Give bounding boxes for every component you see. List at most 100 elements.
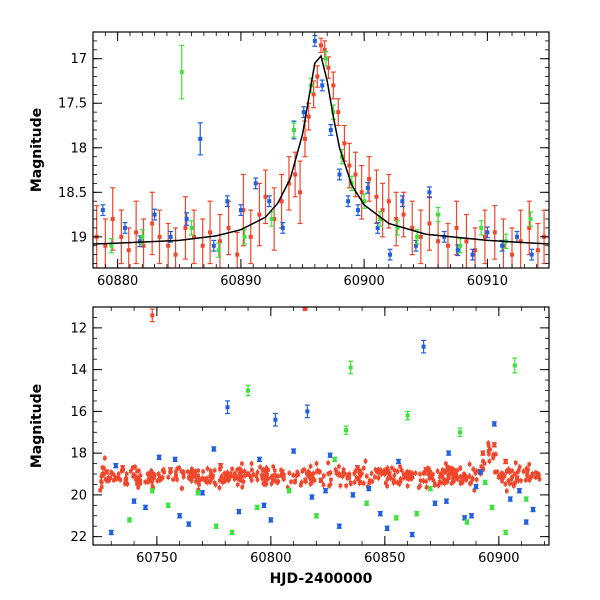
band-point-marker xyxy=(124,477,129,481)
band-point-marker xyxy=(229,474,234,478)
band-point-marker xyxy=(513,480,518,485)
band-point-marker xyxy=(431,472,435,477)
blue-data-point xyxy=(355,204,361,217)
band-point-marker xyxy=(424,479,428,484)
band-point-marker xyxy=(385,484,389,488)
band-point-marker xyxy=(103,456,107,460)
band-point-marker xyxy=(228,471,233,476)
band-point-marker xyxy=(442,481,447,486)
band-point-marker xyxy=(98,488,102,492)
band-point-marker xyxy=(418,472,422,476)
blue-data-point xyxy=(377,510,383,517)
band-point-marker xyxy=(516,470,520,475)
red-data-point xyxy=(509,227,515,268)
blue-data-point xyxy=(366,485,372,492)
blue-data-point xyxy=(122,221,128,234)
band-point-marker xyxy=(519,478,523,483)
red-data-point xyxy=(463,213,469,268)
green-data-point xyxy=(242,229,248,245)
bottom-plot-area xyxy=(98,307,542,538)
band-point-marker xyxy=(109,471,114,475)
red-data-point xyxy=(218,462,224,469)
band-point-marker xyxy=(482,461,487,466)
red-data-point xyxy=(514,475,520,481)
y-tick-label: 18.5 xyxy=(58,186,87,201)
band-point-marker xyxy=(242,469,247,474)
band-point-marker xyxy=(444,461,448,466)
band-point-marker xyxy=(194,475,199,479)
band-point-marker xyxy=(166,475,171,480)
bottom-x-axis-label: HJD-2400000 xyxy=(270,571,373,587)
band-point-marker xyxy=(299,480,304,485)
blue-data-point xyxy=(529,248,535,261)
band-point-marker xyxy=(440,474,445,479)
blue-data-point xyxy=(236,508,242,515)
blue-data-point xyxy=(421,339,427,354)
band-point-marker xyxy=(249,478,254,483)
band-point-marker xyxy=(108,476,113,480)
band-point-marker xyxy=(337,473,342,478)
green-data-point xyxy=(254,504,260,511)
band-point-marker xyxy=(447,467,451,472)
blue-data-point xyxy=(345,195,351,208)
band-point-marker xyxy=(495,470,499,474)
band-point-marker xyxy=(237,471,242,476)
green-data-point xyxy=(343,425,349,435)
red-data-point xyxy=(330,71,336,100)
red-data-point xyxy=(409,200,415,256)
band-point-marker xyxy=(197,482,201,487)
band-point-marker xyxy=(309,481,314,485)
band-point-marker xyxy=(473,471,478,475)
blue-data-point xyxy=(446,450,452,456)
band-point-marker xyxy=(502,474,507,478)
red-data-point xyxy=(518,209,524,268)
blue-data-point xyxy=(224,195,230,208)
band-point-marker xyxy=(445,478,449,482)
band-point-marker xyxy=(530,471,535,476)
band-point-marker xyxy=(373,475,377,479)
blue-data-point xyxy=(280,221,286,234)
band-point-marker xyxy=(474,469,479,473)
green-data-point xyxy=(229,529,235,536)
band-point-marker xyxy=(209,471,213,476)
blue-data-point xyxy=(432,500,438,506)
band-point-marker xyxy=(282,476,286,481)
band-point-marker xyxy=(197,478,201,483)
band-point-marker xyxy=(398,464,402,469)
blue-data-point xyxy=(443,498,449,504)
band-point-marker xyxy=(471,467,476,471)
band-point-marker xyxy=(521,469,526,474)
blue-data-point xyxy=(211,239,217,252)
band-point-marker xyxy=(240,461,244,466)
band-point-marker xyxy=(255,470,260,475)
model-curve xyxy=(93,54,549,245)
band-point-marker xyxy=(146,480,150,484)
band-point-marker xyxy=(395,469,400,474)
band-point-marker xyxy=(174,473,178,478)
band-point-marker xyxy=(307,475,311,479)
band-point-marker xyxy=(205,476,209,481)
blue-data-point xyxy=(266,195,272,208)
band-point-marker xyxy=(381,469,386,474)
band-point-marker xyxy=(402,476,406,480)
blue-data-point xyxy=(197,122,203,156)
band-point-marker xyxy=(458,466,463,470)
band-point-marker xyxy=(308,477,313,482)
band-point-marker xyxy=(295,470,300,474)
band-point-marker xyxy=(391,481,396,485)
bottom-panel: 60750 60800 60850 60900 12 14 16 18 20 22 Magnitu… xyxy=(29,306,550,587)
band-point-marker xyxy=(249,461,254,466)
blue-data-point xyxy=(256,456,262,463)
band-point-marker xyxy=(512,484,516,488)
blue-data-point xyxy=(137,235,143,248)
band-point-marker xyxy=(337,464,341,469)
band-point-marker xyxy=(128,469,133,474)
band-point-marker xyxy=(446,476,451,480)
band-point-marker xyxy=(487,452,491,456)
band-point-marker xyxy=(271,479,276,483)
band-point-marker xyxy=(511,482,516,486)
band-point-marker xyxy=(437,479,442,484)
band-point-marker xyxy=(181,475,186,479)
band-point-marker xyxy=(503,482,508,486)
band-point-marker xyxy=(113,476,118,480)
